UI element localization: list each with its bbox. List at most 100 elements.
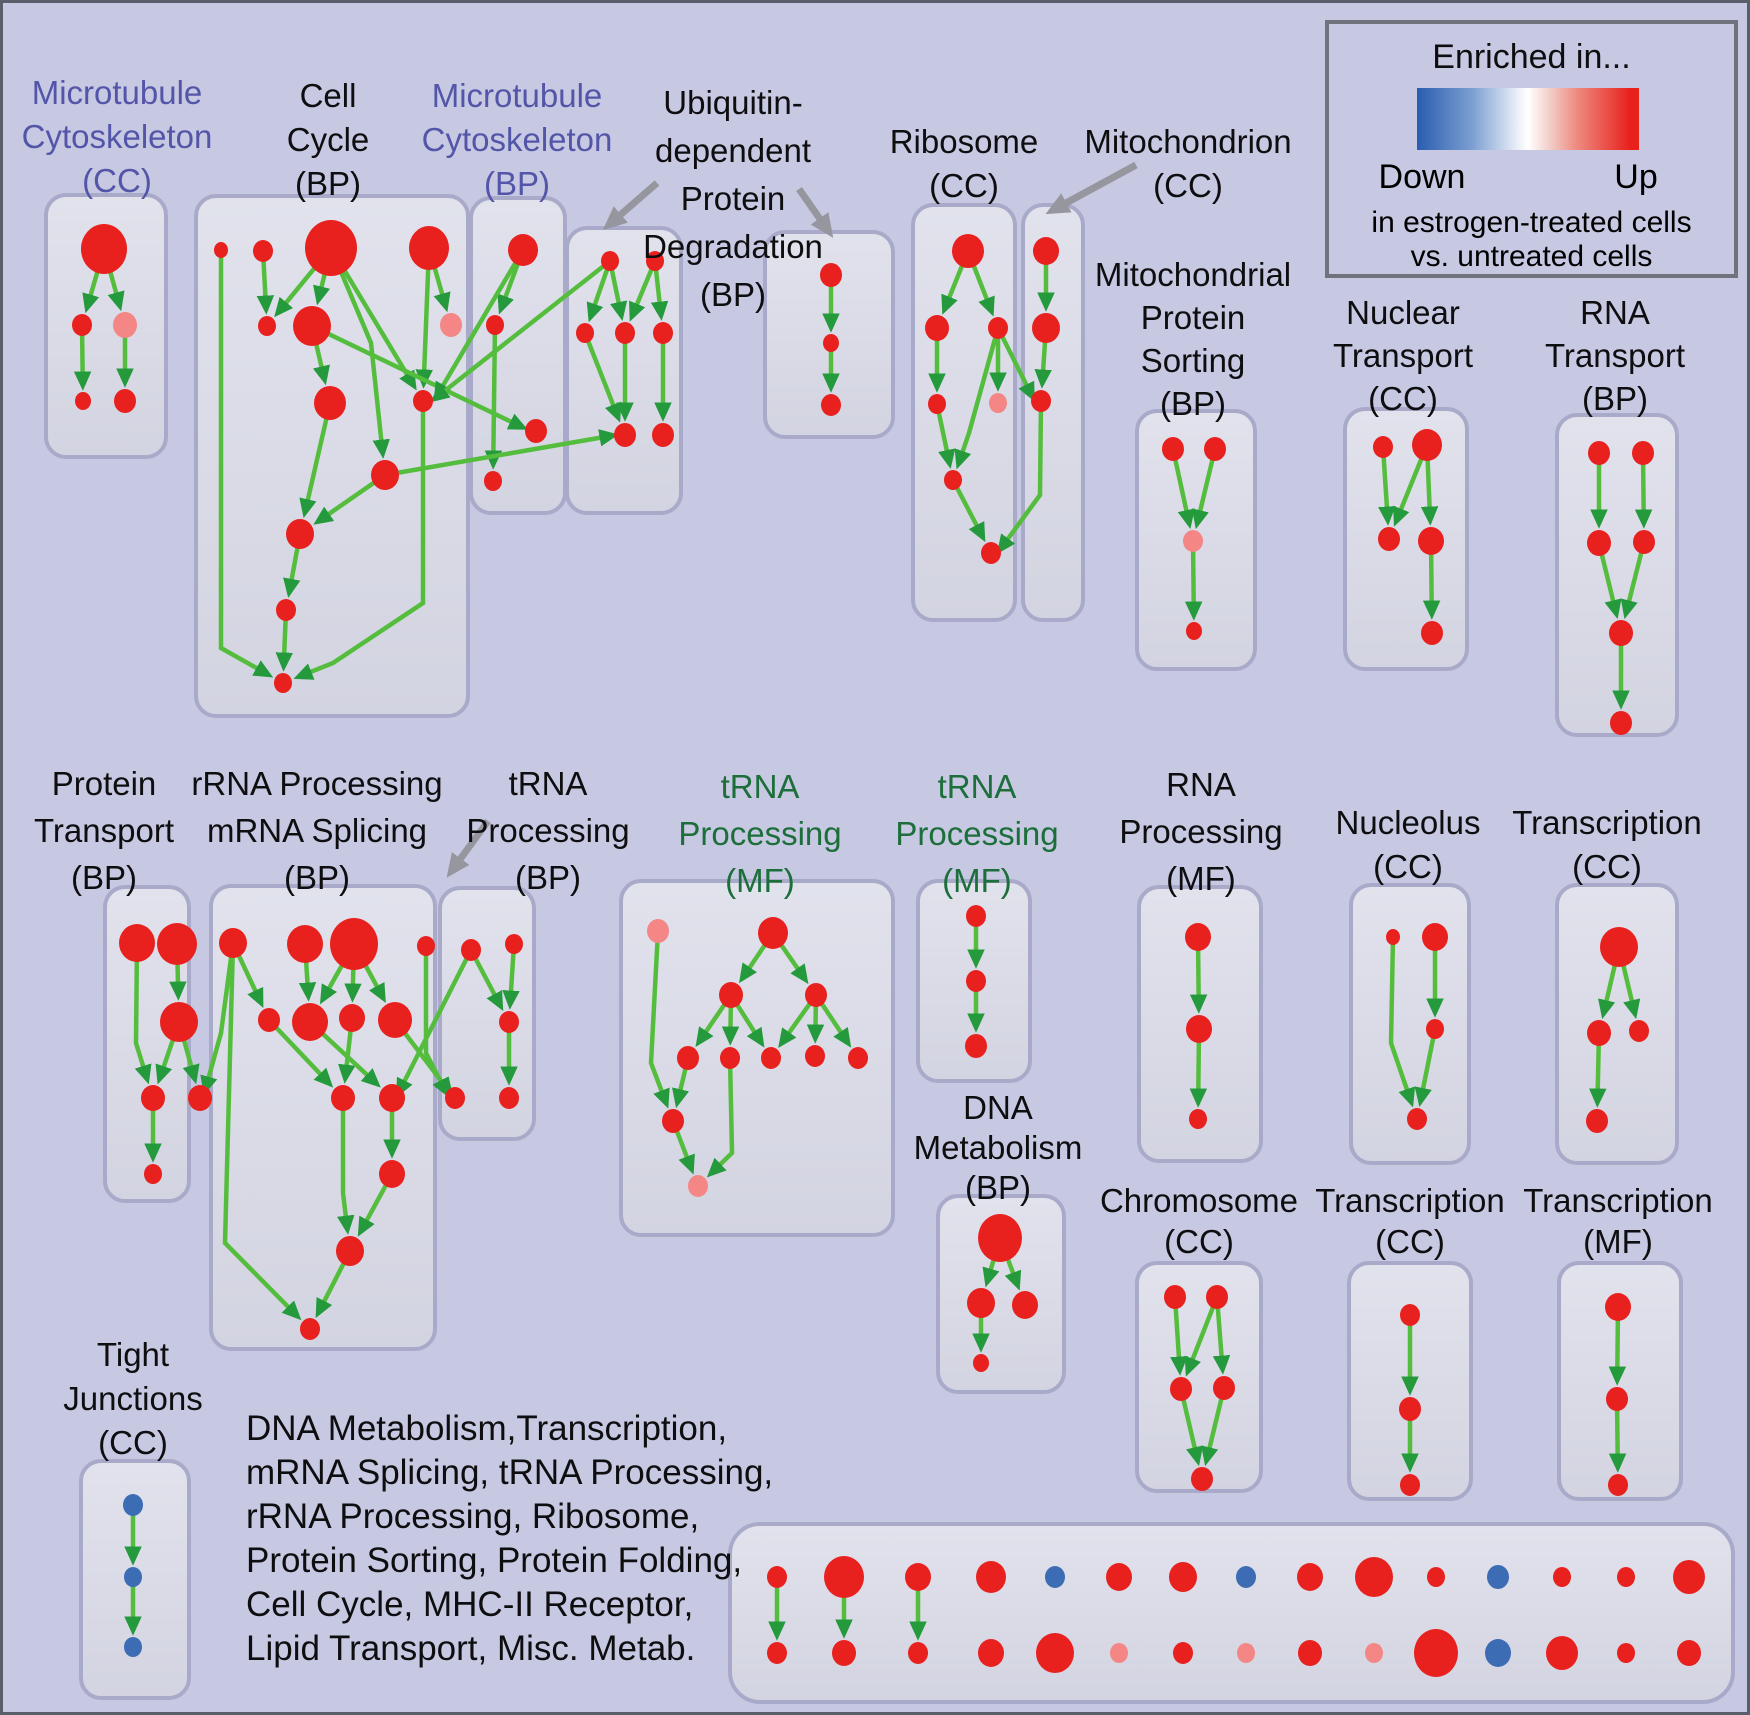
cluster-box-nuclear-transport-cc bbox=[1343, 407, 1469, 671]
go-term-node bbox=[824, 1556, 864, 1598]
go-term-node bbox=[1031, 390, 1051, 412]
edge-arrow bbox=[299, 402, 333, 519]
go-term-node bbox=[1553, 1567, 1571, 1587]
go-term-node bbox=[646, 251, 664, 271]
edge-arrow bbox=[648, 930, 670, 1109]
go-term-node bbox=[805, 983, 827, 1007]
cluster-box-protein-transport-bp bbox=[103, 885, 191, 1203]
go-term-node bbox=[371, 460, 399, 490]
go-term-node bbox=[978, 1639, 1004, 1667]
go-term-node bbox=[952, 234, 984, 268]
go-term-node bbox=[440, 313, 462, 337]
go-term-node bbox=[499, 1011, 519, 1033]
go-term-node bbox=[292, 1003, 328, 1041]
go-term-node bbox=[1173, 1642, 1193, 1664]
go-term-node bbox=[823, 334, 839, 352]
cross-edge-arrow bbox=[996, 400, 1044, 555]
go-term-node bbox=[1032, 313, 1060, 343]
go-term-node bbox=[499, 1087, 519, 1109]
go-term-node bbox=[1610, 711, 1632, 735]
go-term-node bbox=[445, 1087, 465, 1109]
go-term-node bbox=[300, 1318, 320, 1340]
go-term-node bbox=[1673, 1560, 1705, 1594]
go-term-node bbox=[157, 923, 197, 965]
go-term-node bbox=[305, 220, 357, 276]
edge-arrow bbox=[1388, 936, 1416, 1108]
cluster-box-mixed-clusters-strip bbox=[728, 1522, 1735, 1704]
go-term-node bbox=[1427, 1567, 1445, 1587]
edge-arrow bbox=[951, 478, 986, 543]
go-term-node bbox=[928, 394, 946, 414]
go-term-node bbox=[1546, 1636, 1578, 1670]
go-term-node bbox=[758, 917, 788, 949]
go-term-node bbox=[417, 936, 435, 956]
cluster-box-rna-transport-bp bbox=[1555, 413, 1679, 737]
edge-arrow bbox=[582, 332, 622, 423]
go-term-node bbox=[1421, 621, 1443, 645]
go-term-node bbox=[1036, 1633, 1074, 1673]
go-term-node bbox=[188, 1085, 212, 1111]
go-term-node bbox=[966, 970, 986, 992]
go-term-node bbox=[1170, 1377, 1192, 1401]
go-term-node bbox=[114, 389, 136, 413]
go-term-node bbox=[944, 470, 962, 490]
legend-title: Enriched in... bbox=[1432, 38, 1631, 76]
legend-subtitle-line2: vs. untreated cells bbox=[1410, 240, 1653, 273]
go-term-node bbox=[286, 519, 314, 549]
arrow-to-ubiquitin-box-a bbox=[602, 180, 660, 231]
go-term-node bbox=[1587, 1020, 1611, 1046]
go-term-node bbox=[141, 1085, 165, 1111]
go-term-node bbox=[1237, 1643, 1255, 1663]
go-term-node bbox=[821, 394, 841, 416]
go-term-node bbox=[719, 982, 743, 1008]
edge-arrow bbox=[328, 247, 390, 459]
edge-arrow bbox=[706, 1057, 735, 1178]
go-term-node bbox=[72, 314, 92, 336]
go-term-node bbox=[820, 263, 842, 287]
go-term-node bbox=[461, 939, 481, 961]
go-term-node bbox=[1204, 437, 1226, 461]
cluster-box-chromosome-cc bbox=[1135, 1261, 1263, 1493]
legend-gradient-bar bbox=[1417, 88, 1639, 150]
go-term-node bbox=[113, 312, 137, 338]
go-term-node bbox=[1605, 1293, 1631, 1321]
go-term-node bbox=[1588, 441, 1610, 465]
go-term-node bbox=[214, 242, 228, 258]
go-term-node bbox=[258, 316, 276, 336]
cluster-box-trna-processing-mf-large bbox=[619, 879, 895, 1237]
go-term-node bbox=[1609, 620, 1633, 646]
cluster-box-microtubule-cytoskeleton-cc bbox=[44, 193, 168, 459]
go-term-node bbox=[1587, 530, 1611, 556]
go-term-node bbox=[123, 1494, 143, 1516]
cross-edge-arrow bbox=[396, 948, 474, 1098]
go-term-node bbox=[1414, 1629, 1458, 1677]
go-term-node bbox=[1033, 237, 1059, 265]
go-term-node bbox=[276, 599, 296, 621]
arrow-to-mitochondrion-box bbox=[1045, 161, 1138, 215]
edge-arrow bbox=[267, 1018, 334, 1088]
go-term-node bbox=[1185, 923, 1211, 951]
go-term-node bbox=[413, 390, 433, 412]
legend: Enriched in... Down Up in estrogen-treat… bbox=[1325, 20, 1738, 278]
go-term-node bbox=[336, 1236, 364, 1266]
cluster-box-rrna-processing-mrna-splicing-bp bbox=[209, 884, 437, 1351]
go-term-node bbox=[1186, 1015, 1212, 1043]
go-term-node bbox=[1045, 1566, 1065, 1588]
cross-edge-arrow bbox=[423, 946, 449, 1098]
go-term-node bbox=[1373, 436, 1393, 458]
cluster-box-dna-metabolism-bp bbox=[936, 1194, 1066, 1394]
go-term-node bbox=[1164, 1285, 1186, 1309]
edge-arrow bbox=[1184, 1296, 1220, 1377]
edge-arrow bbox=[954, 327, 1001, 470]
go-term-node bbox=[576, 323, 594, 343]
go-term-node bbox=[379, 1084, 405, 1112]
arrow-to-ubiquitin-box-b bbox=[796, 186, 834, 238]
go-term-node bbox=[409, 226, 449, 270]
go-term-node bbox=[653, 322, 673, 344]
edge-arrow bbox=[1201, 1387, 1227, 1467]
edge-arrow bbox=[337, 1098, 355, 1235]
go-term-node bbox=[1600, 927, 1638, 967]
cluster-box-transcription-cc-mid bbox=[1555, 883, 1679, 1165]
go-term-node bbox=[978, 1214, 1022, 1262]
